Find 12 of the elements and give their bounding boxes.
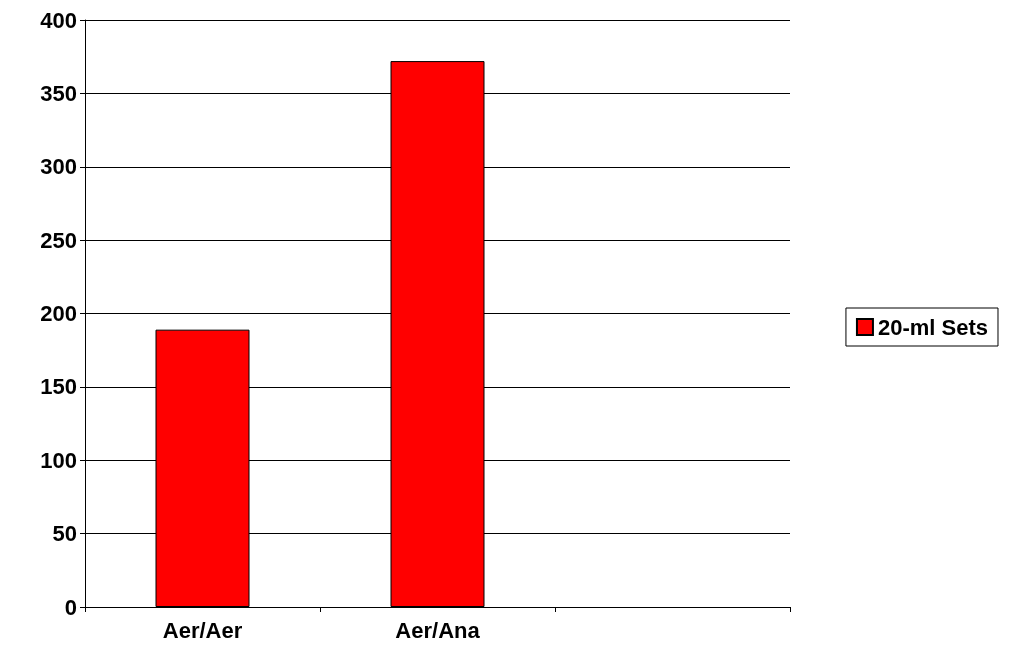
y-tick-label: 50	[52, 521, 77, 547]
y-tick-label: 150	[40, 374, 77, 400]
y-tick-label: 300	[40, 154, 77, 180]
y-tick-label: 100	[40, 447, 77, 473]
y-tick-label: 400	[40, 7, 77, 33]
x-tick-label: Aer/Aer	[162, 617, 243, 643]
x-tick-label: Aer/Ana	[395, 617, 481, 643]
y-tick-label: 250	[40, 227, 77, 253]
legend-label: 20-ml Sets	[877, 314, 989, 340]
y-tick-label: 350	[40, 80, 77, 106]
y-tick-label: 200	[40, 301, 77, 326]
y-tick-label: 0	[64, 594, 77, 620]
